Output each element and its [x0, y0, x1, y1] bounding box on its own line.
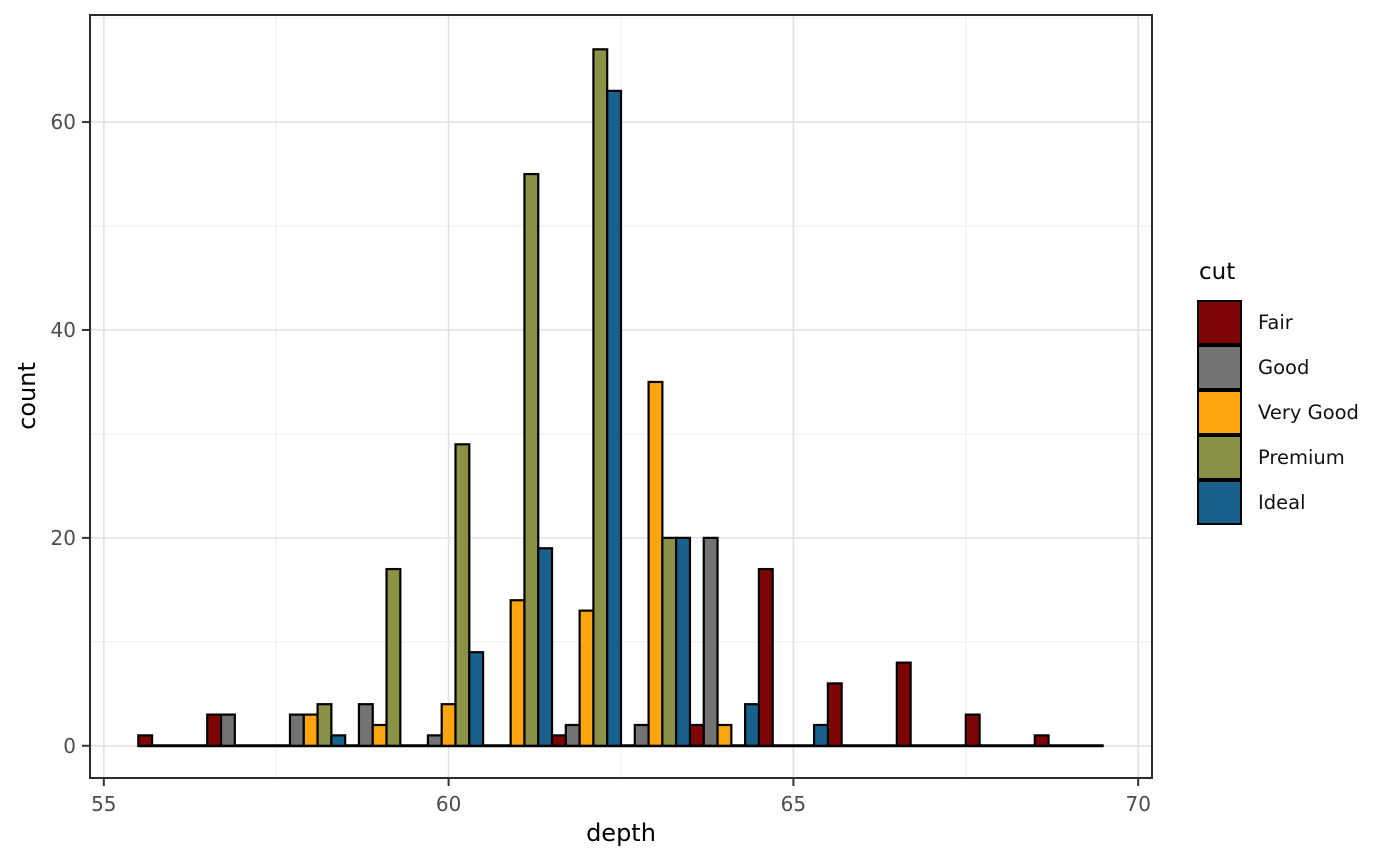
bar-very-good: [371, 723, 388, 747]
legend-swatch-ideal: [1197, 480, 1242, 525]
legend-swatch-premium: [1197, 435, 1242, 480]
bar-premium: [316, 703, 333, 747]
bar-ideal: [675, 536, 692, 747]
bar-good: [219, 713, 236, 747]
bar-fair: [964, 713, 981, 747]
bar-premium: [661, 536, 678, 747]
bar-fair: [137, 734, 154, 747]
legend-swatch-fair: [1197, 300, 1242, 345]
bar-fair: [895, 661, 912, 747]
legend-items: Fair Good Very Good Premium Ideal: [1197, 300, 1359, 525]
y-tick-label: 0: [63, 734, 76, 758]
bar-good: [564, 723, 581, 747]
legend-title: cut: [1199, 259, 1236, 285]
bar-premium: [592, 48, 609, 747]
legend-item-very-good: Very Good: [1197, 390, 1359, 435]
bar-ideal: [468, 651, 485, 747]
bar-very-good: [440, 703, 457, 747]
legend-item-good: Good: [1197, 345, 1359, 390]
bar-good: [357, 703, 374, 747]
legend-swatch-good: [1197, 345, 1242, 390]
bar-fair: [1033, 734, 1050, 747]
bar-good: [288, 713, 305, 747]
bar-ideal: [744, 703, 761, 747]
bar-very-good: [716, 723, 733, 747]
bar-good: [426, 734, 443, 747]
x-tick-label: 65: [781, 792, 806, 816]
bar-very-good: [647, 380, 664, 747]
bar-good: [633, 723, 650, 747]
bar-very-good: [302, 713, 319, 747]
bar-fair: [826, 682, 843, 747]
bar-ideal: [606, 89, 623, 747]
legend-label-very-good: Very Good: [1258, 401, 1359, 424]
x-tick-label: 55: [91, 792, 116, 816]
legend-label-good: Good: [1258, 356, 1310, 379]
bar-very-good: [509, 599, 526, 747]
x-tick-label: 70: [1125, 792, 1150, 816]
legend-item-premium: Premium: [1197, 435, 1359, 480]
legend-swatch-very-good: [1197, 390, 1242, 435]
legend-item-fair: Fair: [1197, 300, 1359, 345]
legend-label-fair: Fair: [1258, 311, 1293, 334]
bar-premium: [523, 172, 540, 747]
legend-item-ideal: Ideal: [1197, 480, 1359, 525]
x-axis-title: depth: [586, 819, 656, 847]
y-tick-label: 60: [51, 110, 76, 134]
bar-ideal: [537, 547, 554, 747]
bar-ideal: [330, 734, 347, 747]
x-tick-label: 60: [436, 792, 461, 816]
panel-border: [89, 14, 1153, 779]
bar-fair: [688, 723, 705, 747]
y-tick-label: 20: [51, 526, 76, 550]
bar-fair: [757, 567, 774, 747]
bar-fair: [206, 713, 223, 747]
y-axis-title: count: [13, 362, 41, 430]
bar-good: [702, 536, 719, 747]
legend: cut Fair Good Very Good Premium Ideal: [1197, 259, 1359, 525]
bar-premium: [385, 567, 402, 747]
legend-label-ideal: Ideal: [1258, 491, 1306, 514]
bar-premium: [454, 443, 471, 747]
bar-fair: [550, 734, 567, 747]
bar-ideal: [812, 723, 829, 747]
legend-label-premium: Premium: [1258, 446, 1345, 469]
y-tick-label: 40: [51, 318, 76, 342]
bar-very-good: [578, 609, 595, 747]
